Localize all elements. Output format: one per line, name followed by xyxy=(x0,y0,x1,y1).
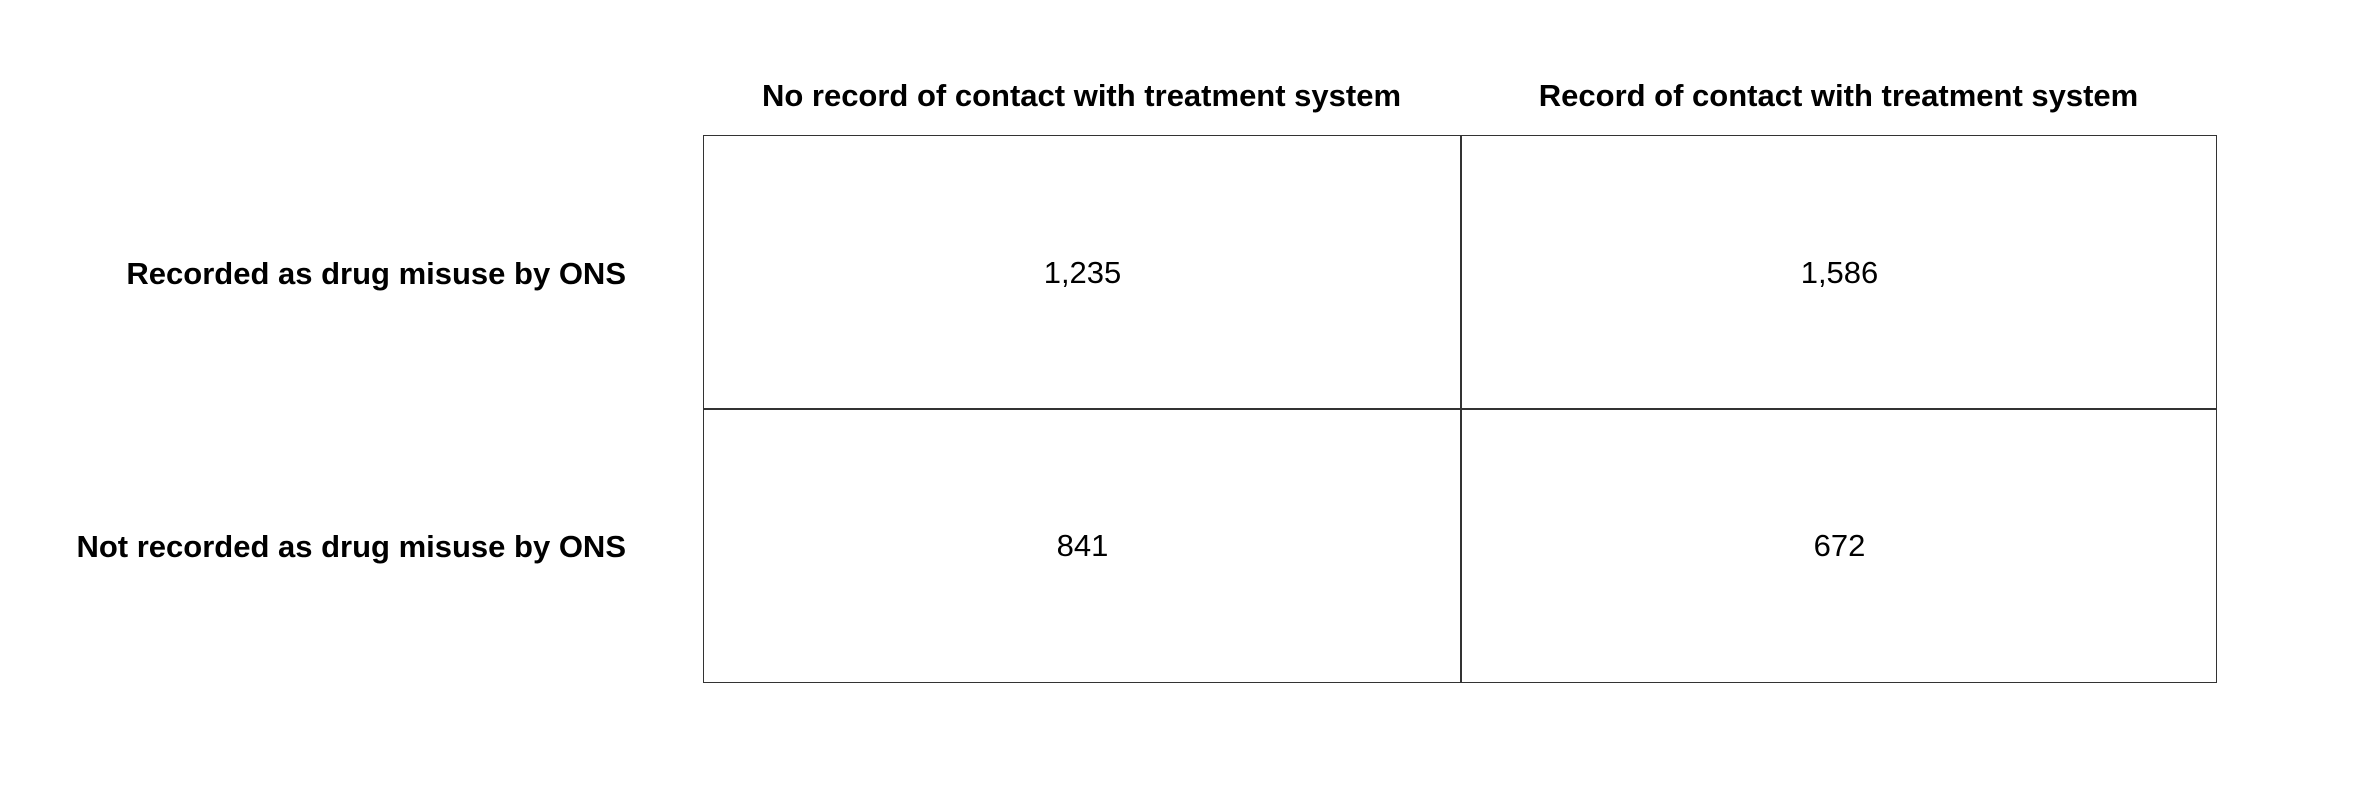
cell-not-recorded-contact: 672 xyxy=(1813,527,1866,563)
cell-recorded-no-contact: 1,235 xyxy=(1043,254,1122,290)
grid-horizontal-divider xyxy=(704,408,2216,410)
row-header-not-recorded: Not recorded as drug misuse by ONS xyxy=(76,529,626,564)
row-header-recorded: Recorded as drug misuse by ONS xyxy=(126,256,626,291)
column-header-no-contact: No record of contact with treatment syst… xyxy=(761,78,1402,113)
cell-recorded-contact: 1,586 xyxy=(1800,254,1879,290)
table-grid: 1,235 1,586 841 672 xyxy=(703,135,2217,683)
cell-not-recorded-no-contact: 841 xyxy=(1056,527,1109,563)
column-header-contact: Record of contact with treatment system xyxy=(1538,78,2139,113)
